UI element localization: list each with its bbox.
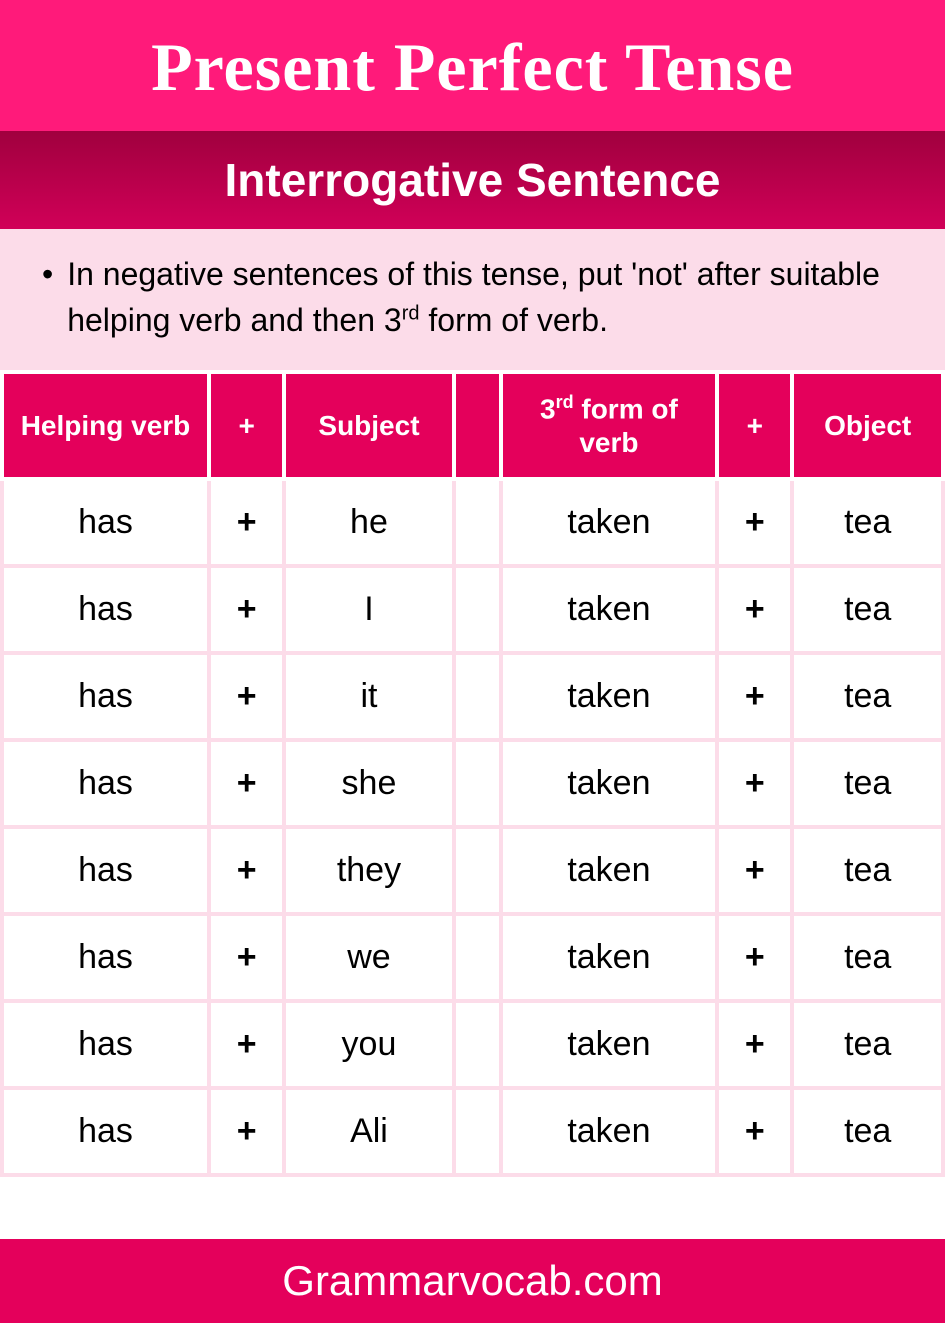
grammar-table: Helping verb + Subject 3rd form of verb … [0, 370, 945, 1178]
cell-subject: he [284, 479, 453, 566]
cell-plus: + [209, 479, 284, 566]
cell-plus: + [717, 653, 792, 740]
table-row: has+wetaken+tea [2, 914, 943, 1001]
th-plus-1: + [209, 372, 284, 480]
th-verb3: 3rd form of verb [501, 372, 717, 480]
cell-plus: + [209, 653, 284, 740]
table-row: has+Alitaken+tea [2, 1088, 943, 1175]
cell-helping-verb: has [2, 566, 209, 653]
th-spacer [454, 372, 501, 480]
cell-object: tea [792, 479, 943, 566]
desc-sup: rd [402, 303, 420, 325]
cell-spacer [454, 566, 501, 653]
cell-subject: it [284, 653, 453, 740]
th-verb3-sup: rd [556, 392, 574, 412]
cell-plus: + [209, 914, 284, 1001]
cell-verb3: taken [501, 1088, 717, 1175]
cell-subject: Ali [284, 1088, 453, 1175]
cell-helping-verb: has [2, 653, 209, 740]
th-object: Object [792, 372, 943, 480]
cell-plus: + [209, 566, 284, 653]
table-row: has+hetaken+tea [2, 479, 943, 566]
cell-helping-verb: has [2, 827, 209, 914]
table-row: has+Itaken+tea [2, 566, 943, 653]
page-title: Present Perfect Tense [10, 28, 935, 107]
cell-plus: + [717, 1001, 792, 1088]
cell-object: tea [792, 1001, 943, 1088]
description-text: In negative sentences of this tense, put… [67, 251, 903, 344]
table-wrap: Helping verb + Subject 3rd form of verb … [0, 370, 945, 1178]
cell-spacer [454, 914, 501, 1001]
cell-plus: + [717, 1088, 792, 1175]
cell-subject: she [284, 740, 453, 827]
title-bar: Present Perfect Tense [0, 0, 945, 131]
cell-plus: + [209, 1001, 284, 1088]
th-verb3-pre: 3 [540, 393, 556, 424]
cell-spacer [454, 827, 501, 914]
cell-verb3: taken [501, 914, 717, 1001]
cell-plus: + [717, 914, 792, 1001]
cell-verb3: taken [501, 566, 717, 653]
cell-object: tea [792, 653, 943, 740]
th-verb3-post: form of verb [574, 393, 678, 458]
table-row: has+ittaken+tea [2, 653, 943, 740]
subtitle-bar: Interrogative Sentence [0, 131, 945, 229]
description-box: • In negative sentences of this tense, p… [0, 229, 945, 370]
cell-subject: I [284, 566, 453, 653]
cell-verb3: taken [501, 479, 717, 566]
infographic-container: Present Perfect Tense Interrogative Sent… [0, 0, 945, 1323]
bullet-icon: • [42, 251, 53, 344]
cell-plus: + [209, 1088, 284, 1175]
table-header-row: Helping verb + Subject 3rd form of verb … [2, 372, 943, 480]
cell-subject: you [284, 1001, 453, 1088]
cell-object: tea [792, 740, 943, 827]
footer-bar: Grammarvocab.com [0, 1239, 945, 1323]
footer-text: Grammarvocab.com [282, 1257, 662, 1304]
cell-verb3: taken [501, 827, 717, 914]
table-row: has+theytaken+tea [2, 827, 943, 914]
cell-plus: + [717, 740, 792, 827]
cell-plus: + [209, 827, 284, 914]
cell-subject: we [284, 914, 453, 1001]
table-row: has+youtaken+tea [2, 1001, 943, 1088]
cell-spacer [454, 740, 501, 827]
cell-object: tea [792, 566, 943, 653]
table-row: has+shetaken+tea [2, 740, 943, 827]
cell-object: tea [792, 1088, 943, 1175]
cell-object: tea [792, 914, 943, 1001]
cell-spacer [454, 653, 501, 740]
cell-helping-verb: has [2, 1088, 209, 1175]
cell-plus: + [717, 479, 792, 566]
cell-verb3: taken [501, 653, 717, 740]
table-body: has+hetaken+teahas+Itaken+teahas+ittaken… [2, 479, 943, 1175]
cell-spacer [454, 479, 501, 566]
cell-verb3: taken [501, 1001, 717, 1088]
cell-helping-verb: has [2, 1001, 209, 1088]
cell-plus: + [717, 566, 792, 653]
cell-object: tea [792, 827, 943, 914]
cell-subject: they [284, 827, 453, 914]
desc-post: form of verb. [419, 302, 608, 338]
cell-helping-verb: has [2, 914, 209, 1001]
cell-spacer [454, 1088, 501, 1175]
cell-plus: + [717, 827, 792, 914]
subtitle: Interrogative Sentence [10, 153, 935, 207]
cell-verb3: taken [501, 740, 717, 827]
th-subject: Subject [284, 372, 453, 480]
cell-helping-verb: has [2, 740, 209, 827]
th-helping-verb: Helping verb [2, 372, 209, 480]
th-plus-2: + [717, 372, 792, 480]
cell-spacer [454, 1001, 501, 1088]
cell-plus: + [209, 740, 284, 827]
cell-helping-verb: has [2, 479, 209, 566]
